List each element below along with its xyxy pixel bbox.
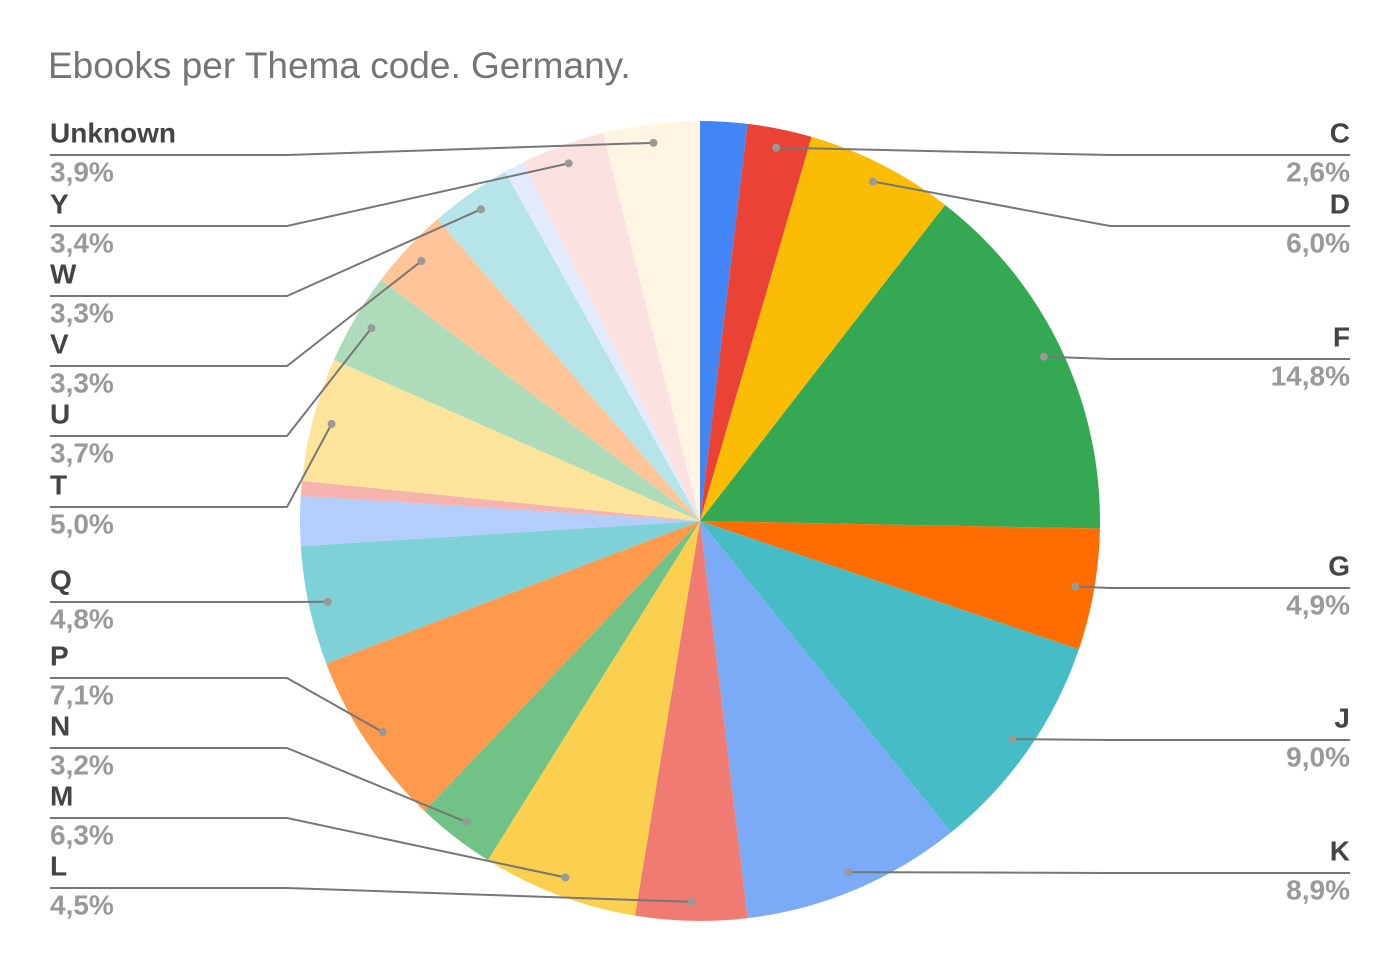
slice-value-label: 6,3% [50,819,114,850]
pie-slice [487,521,700,916]
slice-label: L [50,850,67,881]
slice-label: T [50,469,67,500]
leader-line [50,260,423,367]
pie-slice [700,521,1079,833]
slice-label: Y [50,188,69,219]
leader-dot [561,873,570,882]
leader-line [1012,738,1350,741]
slice-value-label: 4,9% [1286,589,1350,620]
slice-label: Unknown [50,117,176,148]
slice-label: D [1330,188,1350,219]
leader-dot [564,159,573,168]
leader-dot [462,818,471,827]
leader-line [872,180,1350,227]
slice-value-label: 3,9% [50,156,114,187]
leader-line [50,208,482,297]
leader-line [50,423,333,508]
slice-value-label: 8,9% [1286,874,1350,905]
slice-value-label: 2,6% [1286,156,1350,187]
slice-label: C [1330,117,1350,148]
leader-line [50,327,373,437]
slice-value-label: 9,0% [1286,741,1350,772]
slice-value-label: 3,7% [50,437,114,468]
pie-slice [300,480,700,521]
leader-dot [687,897,696,906]
slice-label: J [1334,702,1350,733]
pie-slice [700,521,952,919]
slice-value-label: 3,2% [50,749,114,780]
leader-line [776,146,1350,156]
leader-dot [649,138,658,147]
leader-line [50,817,566,879]
leader-dot [327,419,336,428]
leader-dot [323,597,332,606]
leader-line [50,162,569,227]
leader-dot [476,205,485,214]
slice-value-label: 6,0% [1286,227,1350,258]
slice-value-label: 7,1% [50,679,114,710]
leader-dot [1071,582,1080,591]
leader-line [50,887,692,903]
slice-value-label: 3,4% [50,227,114,258]
pie-slice [380,219,700,522]
leader-dot [868,177,877,186]
slice-label: K [1330,835,1350,866]
slice-value-label: 3,3% [50,367,114,398]
leader-dot [772,143,781,152]
pie-slice [700,136,946,522]
pie-slice [424,521,700,861]
slice-value-label: 4,8% [50,603,114,634]
chart-title: Ebooks per Thema code. Germany. [48,45,631,86]
pie-slice [326,521,700,811]
leader-line [50,677,384,734]
pie-slice [602,121,700,521]
pie-slice [300,521,700,664]
slice-label: V [50,328,69,359]
pie-slice [302,359,700,521]
pie-slice [634,521,748,921]
slice-label: U [50,398,70,429]
pie-slice [700,123,812,521]
leader-dot [1008,735,1017,744]
pie-slice [700,121,748,521]
pie-slice [700,204,1100,529]
leader-dot [1039,352,1048,361]
slice-label: M [50,780,73,811]
leader-dot [417,257,426,266]
leader-line [1075,585,1350,589]
leader-dot [367,324,376,333]
slice-value-label: 14,8% [1271,360,1350,391]
slice-label: Q [50,564,72,595]
pie-slice [700,521,1100,650]
slice-label: N [50,710,70,741]
pie-slice [299,495,700,547]
leader-line [848,871,1350,874]
pie-slice [522,132,700,522]
leader-dot [844,868,853,877]
slice-value-label: 3,3% [50,297,114,328]
slice-label: F [1333,321,1350,352]
leader-dot [378,728,387,737]
pie-slice [437,171,700,522]
leader-line [50,747,467,823]
pie-slice [333,279,700,521]
pie-slice [505,162,700,522]
slice-label: P [50,640,69,671]
leader-line [50,141,654,156]
leader-line [1043,355,1350,360]
slice-label: W [50,258,77,289]
slice-value-label: 4,5% [50,889,114,920]
slice-value-label: 5,0% [50,508,114,539]
slice-label: G [1328,550,1350,581]
